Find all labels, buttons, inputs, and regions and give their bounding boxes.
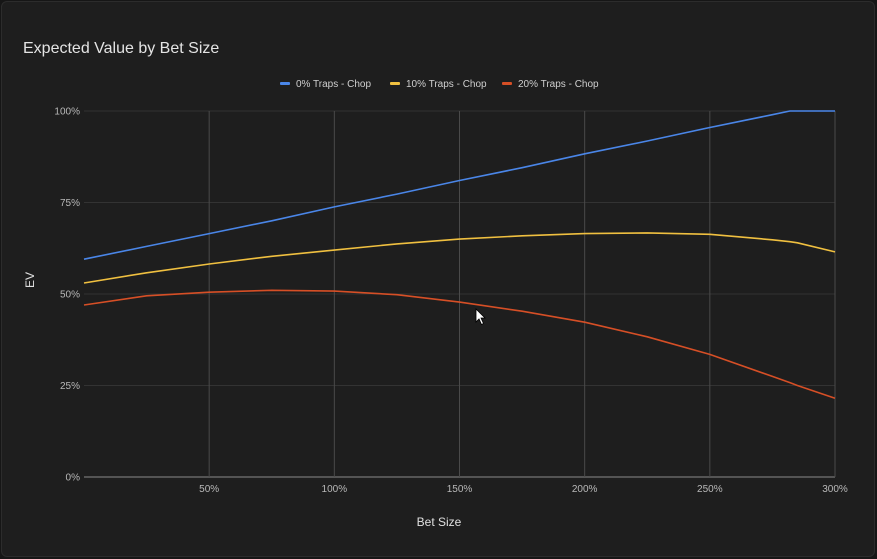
- x-tick-label: 200%: [572, 484, 598, 495]
- series-line-1: [83, 110, 835, 260]
- y-tick-label: 100%: [54, 107, 80, 118]
- legend-label: 20% Traps - Chop: [518, 79, 599, 90]
- legend-item-1: 0% Traps - Chop: [280, 79, 371, 90]
- y-tick-label: 50%: [60, 290, 80, 301]
- x-tick-label: 300%: [822, 484, 848, 495]
- series-line-2: [83, 232, 836, 284]
- y-tick-label: 75%: [60, 198, 80, 209]
- mouse-cursor: [475, 308, 486, 326]
- legend-swatch: [280, 82, 290, 85]
- x-axis-title: Bet Size: [417, 515, 462, 529]
- legend-item-3: 20% Traps - Chop: [502, 79, 599, 90]
- x-tick-label: 150%: [447, 484, 473, 495]
- x-tick-label: 50%: [199, 484, 219, 495]
- legend-swatch: [390, 82, 400, 85]
- axis-ticks: 0% 25% 50% 75% 100% 50% 100% 150% 200% 250% 300%: [54, 107, 847, 496]
- y-axis-title: EV: [23, 272, 37, 288]
- x-tick-label: 100%: [322, 484, 348, 495]
- x-tick-label: 250%: [697, 484, 723, 495]
- legend-item-2: 10% Traps - Chop: [390, 79, 487, 90]
- grid-lines: [84, 110, 836, 478]
- y-tick-label: 25%: [60, 381, 80, 392]
- legend-label: 0% Traps - Chop: [296, 79, 371, 90]
- chart-title: Expected Value by Bet Size: [23, 40, 220, 57]
- series-lines: [83, 110, 836, 400]
- legend: 0% Traps - Chop 10% Traps - Chop 20% Traps…: [280, 79, 599, 90]
- y-tick-label: 0%: [66, 473, 81, 484]
- legend-swatch: [502, 82, 512, 85]
- legend-label: 10% Traps - Chop: [406, 79, 487, 90]
- series-line-3: [83, 289, 836, 400]
